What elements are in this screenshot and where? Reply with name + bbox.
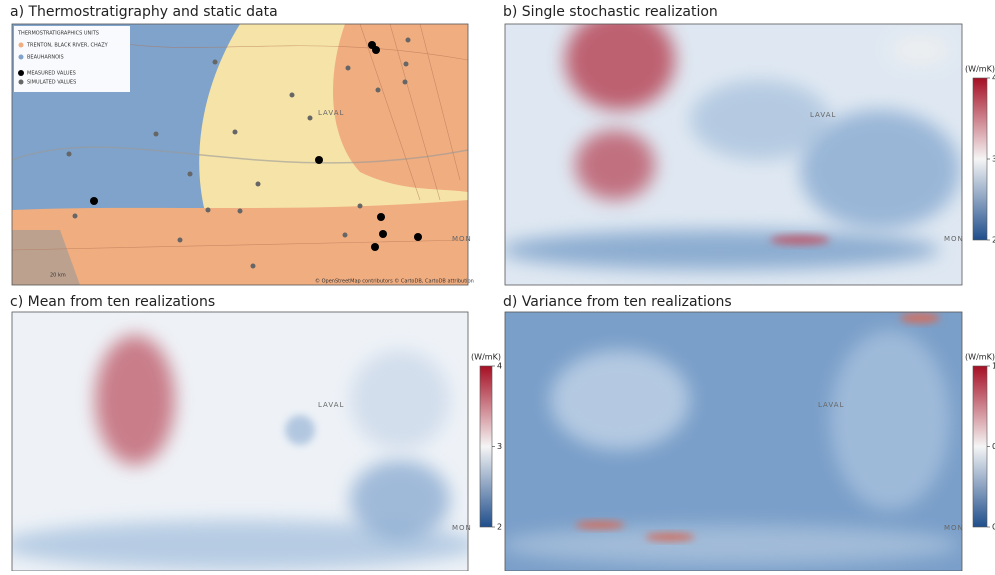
colorbar-tick-label: 3 [497,442,502,451]
legend-item: SIMULATED VALUES [27,80,76,86]
colorbar [480,366,492,527]
colorbar [973,366,987,527]
colorbar-tick-label: 2 [497,523,502,532]
legend-item: TRENTON, BLACK RIVER, CHAZY [26,43,109,49]
legend-item: BEAUHARNOIS [27,55,64,61]
attribution: © OpenStreetMap contributors © CartoDB, … [315,278,474,285]
place-label: MON [452,235,472,243]
heat-map [500,10,962,285]
heat-map [500,312,962,571]
legend-item: MEASURED VALUES [27,71,76,77]
panel-title: b) Single stochastic realization [503,4,718,20]
geology-map [12,24,468,285]
place-label: LAVAL [810,111,836,119]
figure: a) Thermostratigraphy and static data TH… [0,0,995,571]
place-label: MON [944,235,964,243]
place-label: LAVAL [818,401,844,409]
panel-title: a) Thermostratigraphy and static data [10,4,278,20]
colorbar-label: (W/mK) [965,65,995,74]
colorbar-label: (W/mK) [471,353,501,362]
colorbar-tick-label: 4 [497,362,502,371]
panel-title: c) Mean from ten realizations [10,294,215,310]
place-label: MON [944,524,964,532]
colorbar-label: (W/mK) [965,353,995,362]
place-label: LAVAL [318,109,344,117]
scale-label: 20 km [50,273,66,279]
legend-title: THERMOSTRATIGRAPHICS UNITS [17,31,99,37]
place-label: MON [452,524,472,532]
heat-map [0,312,480,571]
panel-title: d) Variance from ten realizations [503,294,732,310]
place-label: LAVAL [318,401,344,409]
colorbar [973,78,987,240]
